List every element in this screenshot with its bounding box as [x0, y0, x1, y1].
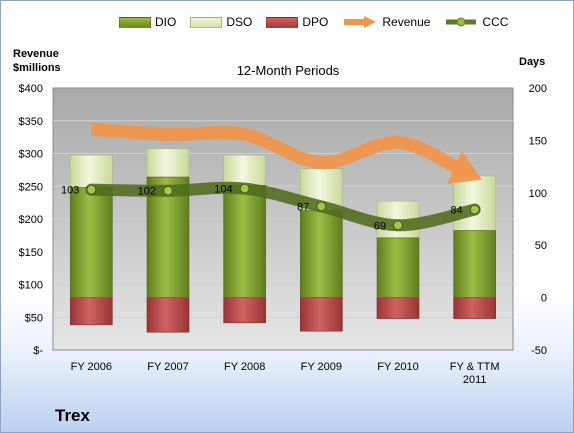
bar-dpo [453, 297, 496, 319]
left-axis-title-line-2: $millions [13, 62, 61, 74]
x-tick-label: FY 2006 [71, 361, 112, 373]
legend-swatch-dio [119, 16, 151, 28]
legend-swatch-revenue [344, 16, 377, 28]
left-tick-label: $400 [19, 83, 43, 95]
legend-swatch-dpo [266, 16, 299, 28]
ccc-data-label: 84 [450, 205, 462, 217]
chart-title: 12-Month Periods [236, 63, 340, 78]
bar-dso [223, 154, 266, 186]
bar-dio [223, 185, 266, 298]
x-tick-label: FY 2008 [224, 361, 265, 373]
bar-dpo [300, 297, 343, 332]
legend-label-dso: DSO [226, 15, 253, 29]
bar-dso [453, 175, 496, 231]
legend-swatch-ccc [446, 17, 477, 27]
x-tick-label: FY & TTM [450, 361, 500, 373]
right-tick-label: 100 [529, 188, 547, 200]
bar-dpo [376, 297, 420, 319]
revenue-arrowhead [447, 151, 482, 184]
company-name: Trex [55, 406, 90, 425]
ccc-point [86, 184, 97, 195]
left-tick-label: $350 [19, 116, 43, 128]
ccc-data-label: 102 [138, 186, 156, 198]
ccc-line [85, 181, 481, 232]
left-tick-label: $250 [19, 181, 43, 193]
bar-dpo [223, 297, 266, 324]
bar-dio [146, 176, 190, 298]
legend-label-dio: DIO [155, 15, 177, 29]
legend-label-dpo: DPO [302, 15, 329, 29]
right-tick-label: 0 [541, 293, 547, 305]
bar-dio [376, 237, 420, 298]
left-tick-label: $300 [19, 149, 43, 161]
ccc-data-label: 87 [297, 201, 309, 213]
left-tick-label: $200 [19, 214, 43, 226]
right-axis-title: Days [519, 56, 546, 68]
left-tick-label: $50 [25, 312, 43, 324]
right-tick-label: -50 [531, 345, 547, 357]
legend-item-revenue: Revenue [342, 15, 430, 29]
bar-dso [146, 148, 190, 178]
left-tick-label: $150 [19, 247, 43, 259]
legend-item-dso: DSO [190, 15, 252, 29]
ccc-point [393, 220, 403, 231]
left-tick-label: $100 [19, 280, 43, 292]
legend-label-ccc: CCC [482, 15, 509, 29]
legend: DIO DSO DPO Revenue CCC [119, 15, 522, 29]
bar-dio [300, 210, 343, 298]
legend-item-ccc: CCC [444, 15, 508, 29]
right-tick-label: 50 [535, 240, 547, 252]
revenue-line [90, 122, 467, 178]
x-tick-label: FY 2007 [147, 361, 188, 373]
ccc-data-label: 104 [214, 184, 232, 196]
ccc-data-label: 69 [374, 220, 386, 232]
left-axis-title: Revenue $millions [13, 47, 61, 75]
x-tick-label: 2011 [463, 374, 487, 386]
bar-dpo [146, 297, 190, 333]
bar-dso [70, 154, 113, 188]
ccc-point [239, 183, 250, 194]
right-tick-label: 150 [529, 135, 547, 147]
right-tick-label: 200 [529, 83, 547, 95]
x-tick-label: FY 2010 [377, 361, 418, 373]
x-tick-label: FY 2009 [301, 361, 342, 373]
legend-item-dio: DIO [119, 15, 176, 29]
ccc-data-label: 103 [61, 185, 79, 197]
legend-item-dpo: DPO [266, 15, 328, 29]
bar-dio [70, 187, 113, 298]
ccc-point [163, 185, 173, 196]
bar-dpo [70, 297, 113, 326]
legend-swatch-dso [190, 16, 223, 28]
ccc-point [316, 201, 327, 212]
ccc-point [469, 204, 480, 215]
bar-dio [453, 230, 496, 298]
legend-label-revenue: Revenue [382, 15, 431, 29]
left-tick-label: $- [33, 345, 43, 357]
left-axis-title-line-1: Revenue [13, 48, 59, 60]
